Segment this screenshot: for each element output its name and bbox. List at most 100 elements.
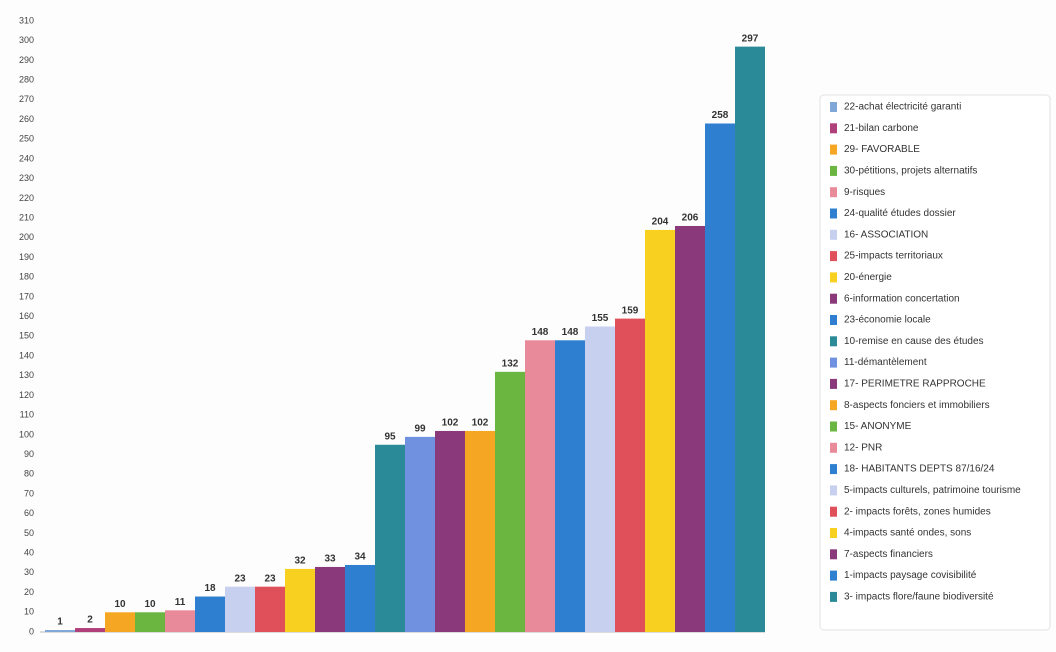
value-label: 11 [175,597,186,608]
bar [615,318,645,632]
y-tick-label: 90 [24,449,34,459]
value-label: 2 [87,615,93,626]
legend-label: 21-bilan carbone [844,123,919,134]
legend-label: 29- FAVORABLE [844,144,920,155]
value-label: 1 [57,617,63,628]
value-label: 33 [324,554,336,565]
legend-label: 23-économie locale [844,315,931,326]
y-tick-label: 0 [29,626,34,636]
legend-swatch [830,400,837,411]
legend-swatch [830,336,837,347]
legend-label: 9-risques [844,187,885,198]
bar [435,430,465,632]
value-label: 32 [294,556,306,567]
y-tick-label: 150 [19,331,34,341]
value-label: 148 [562,327,579,338]
legend-label: 6-information concertation [844,293,960,304]
legend-swatch [830,102,837,112]
bar [555,340,585,632]
y-tick-label: 60 [24,508,34,518]
legend-label: 1-impacts paysage covisibilité [844,570,977,581]
legend-swatch [830,315,837,325]
legend-label: 30-pétitions, projets alternatifs [844,166,977,177]
y-tick-label: 10 [24,607,34,617]
legend-label: 2- impacts forêts, zones humides [844,506,991,517]
legend-label: 8-aspects fonciers et immobiliers [844,400,990,411]
legend-swatch [830,485,837,496]
y-tick-label: 280 [19,75,34,85]
value-label: 34 [354,552,366,563]
y-tick-label: 250 [19,134,34,144]
legend-swatch [830,251,837,262]
legend-label: 16- ASSOCIATION [844,229,928,240]
legend-swatch [830,570,837,581]
y-tick-label: 290 [19,55,34,65]
bar [495,371,525,632]
legend-label: 3- impacts flore/faune biodiversité [844,592,994,603]
y-tick-label: 120 [19,390,34,400]
y-tick-label: 260 [19,114,34,124]
legend-swatch [830,293,837,304]
value-label: 155 [592,313,609,324]
value-label: 258 [712,110,729,121]
bar [525,340,555,632]
bar [735,46,765,633]
legend-label: 22-achat électricité garanti [844,102,961,113]
y-tick-label: 170 [19,291,34,301]
legend-label: 11-démantèlement [844,357,927,368]
bar [315,566,345,632]
y-tick-label: 180 [19,272,34,282]
value-label: 102 [442,418,459,429]
y-tick-label: 20 [24,587,34,597]
value-label: 23 [234,573,246,584]
legend-label: 5-impacts culturels, patrimoine tourisme [844,485,1021,496]
y-tick-label: 220 [19,193,34,203]
bar [165,610,195,632]
value-label: 10 [144,599,156,610]
legend-label: 15- ANONYME [844,421,912,432]
value-label: 159 [622,305,639,316]
bar [375,444,405,632]
legend-swatch [830,144,837,155]
legend-label: 20-énergie [844,272,892,283]
bar [675,225,705,632]
bar [645,229,675,632]
legend-swatch [830,442,837,453]
y-tick-label: 70 [24,488,34,498]
legend-label: 24-qualité études dossier [844,208,956,219]
legend-label: 4-impacts santé ondes, sons [844,528,971,539]
legend-label: 17- PERIMETRE RAPPROCHE [844,379,986,390]
value-label: 148 [532,327,549,338]
legend-label: 25-impacts territoriaux [844,251,943,262]
y-tick-label: 200 [19,232,34,242]
y-tick-label: 140 [19,350,34,360]
bar [345,564,375,632]
value-label: 23 [264,573,276,584]
bar [285,568,315,632]
legend-label: 10-remise en cause des études [844,336,984,347]
legend-swatch [830,464,837,475]
bar [405,436,435,632]
bar [75,628,105,632]
legend-swatch [830,528,837,538]
legend-swatch [830,187,837,198]
y-tick-label: 40 [24,548,34,558]
bar [255,586,285,632]
value-label: 297 [742,33,759,44]
value-label: 102 [472,418,489,429]
legend-swatch [830,549,837,560]
legend-swatch [830,378,837,389]
value-label: 132 [502,358,519,369]
y-tick-label: 300 [19,35,34,45]
bar [45,630,75,632]
y-tick-label: 130 [19,370,34,380]
value-label: 99 [414,424,426,435]
value-label: 10 [114,599,126,610]
y-tick-label: 110 [20,410,34,420]
y-tick-label: 230 [19,173,34,183]
legend-swatch [830,272,837,283]
y-tick-label: 30 [24,567,34,577]
legend-swatch [830,591,837,602]
legend-swatch [830,123,837,134]
